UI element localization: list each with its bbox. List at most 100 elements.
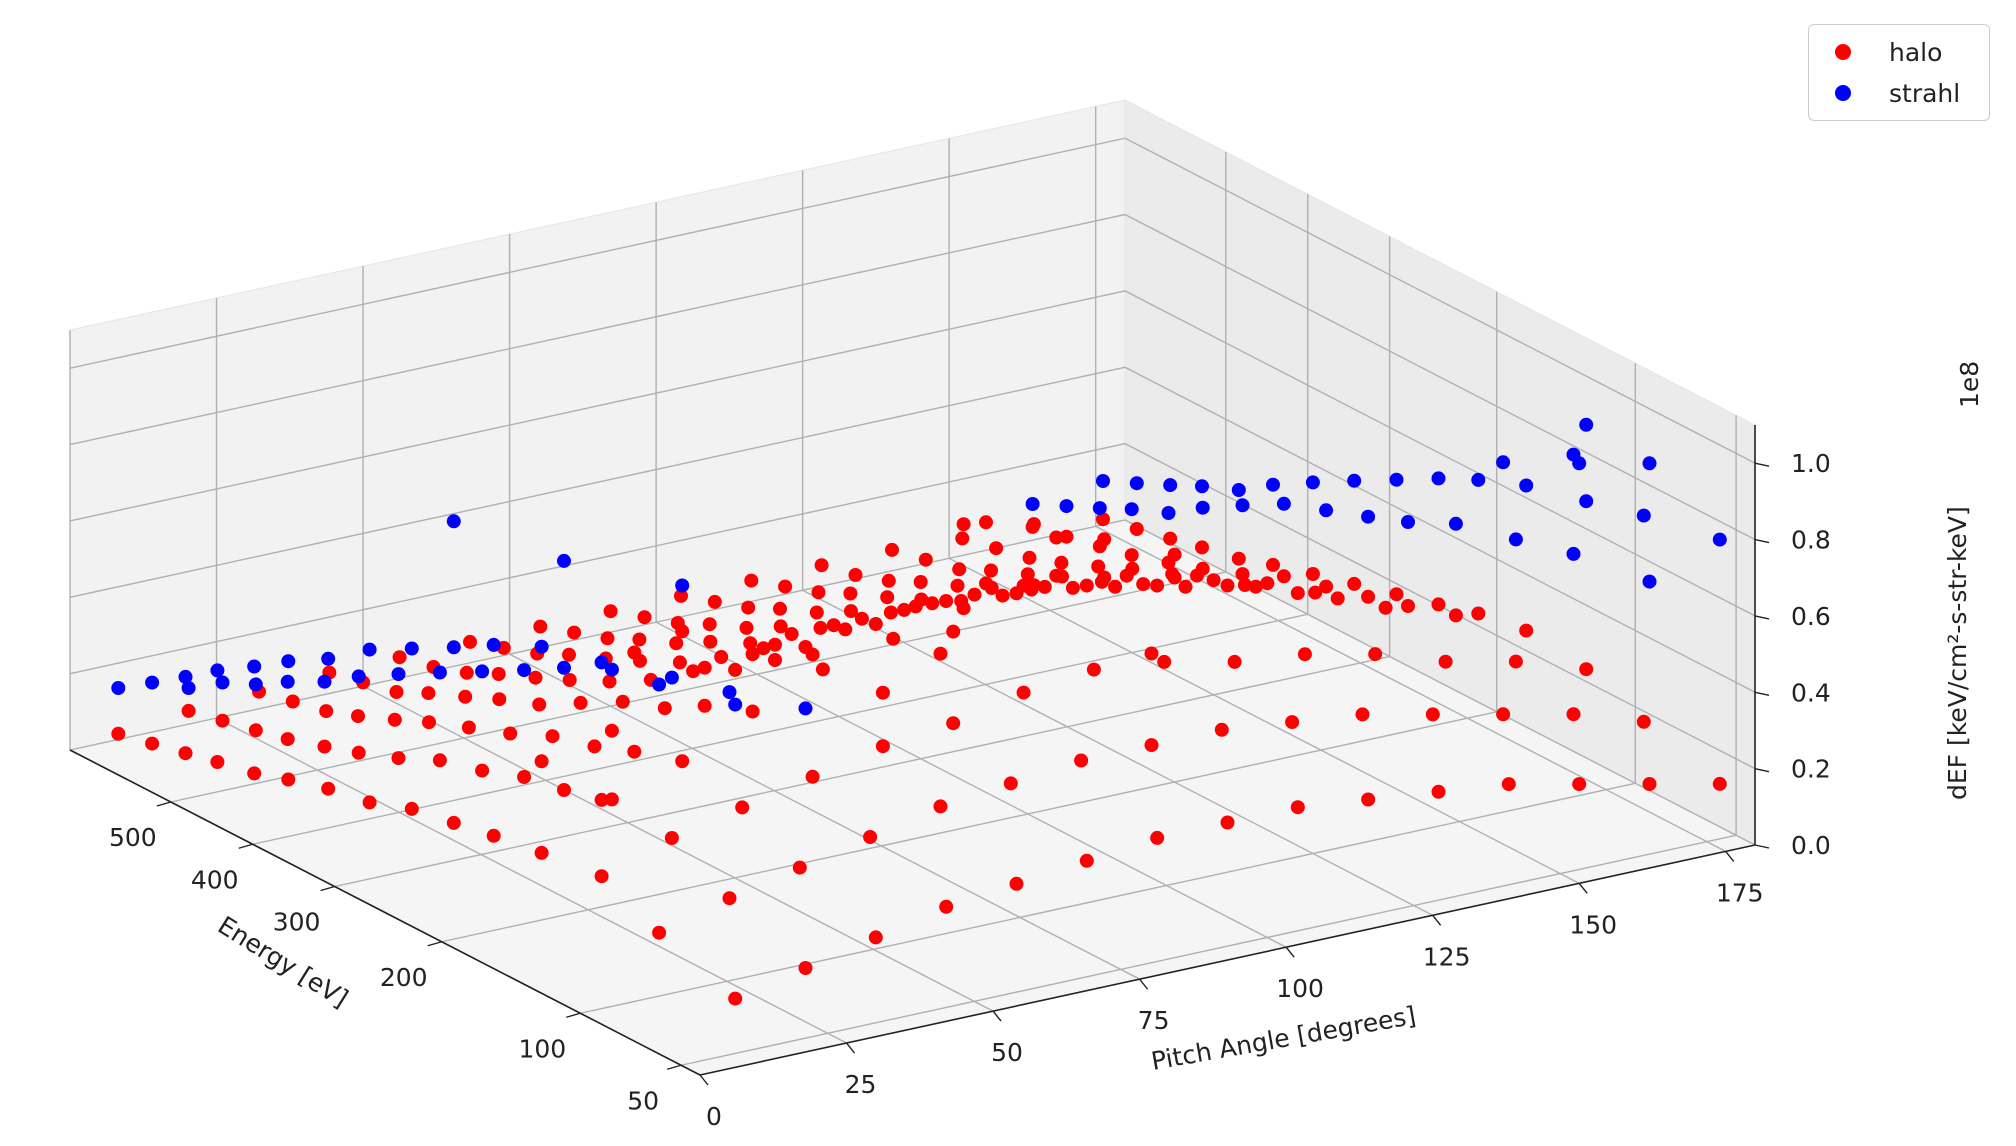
point-halo-210: [1712, 776, 1727, 791]
point-halo-52: [573, 695, 588, 710]
point-strahl-20: [517, 663, 532, 678]
point-strahl-19: [557, 660, 571, 675]
point-halo-51: [615, 694, 630, 709]
point-halo-199: [1401, 599, 1415, 613]
point-halo-19: [557, 783, 571, 797]
data-points: [111, 417, 1727, 1006]
point-halo-112: [854, 611, 869, 626]
point-strahl-21: [475, 664, 490, 679]
point-halo-111: [897, 602, 912, 617]
point-halo-180: [1572, 777, 1587, 792]
point-halo-2: [594, 869, 609, 884]
z-gridline-3: [69, 290, 1756, 617]
point-halo-153: [1237, 578, 1252, 592]
z-tick-label-5: 1.0: [1791, 449, 1831, 478]
point-strahl-61: [557, 553, 571, 568]
point-strahl-27: [248, 677, 263, 692]
point-halo-241: [768, 637, 782, 652]
z-gridline-0: [69, 519, 1756, 846]
point-halo-113: [813, 620, 828, 635]
point-strahl-6: [404, 641, 419, 656]
legend-entry-strahl: strahl: [1835, 73, 1960, 113]
point-halo-6: [404, 801, 419, 816]
point-halo-11: [210, 755, 225, 769]
point-halo-21: [475, 763, 490, 778]
point-halo-62: [875, 739, 890, 754]
point-halo-46: [863, 830, 878, 844]
x-tick-mark-6: [1578, 882, 1588, 894]
point-strahl-11: [210, 663, 225, 678]
point-halo-7: [362, 795, 377, 810]
point-halo-216: [1389, 587, 1404, 602]
point-halo-201: [1319, 579, 1334, 594]
point-strahl-10: [247, 659, 262, 674]
point-halo-12: [178, 746, 193, 761]
point-halo-26: [280, 732, 295, 747]
x-tick-mark-2: [992, 1010, 1002, 1022]
point-strahl-57: [1163, 478, 1178, 493]
point-strahl-33: [1448, 516, 1463, 531]
x-tick-mark-0: [699, 1074, 709, 1086]
point-strahl-49: [1471, 472, 1486, 487]
legend-marker-halo: [1835, 44, 1851, 60]
point-halo-244: [534, 754, 549, 769]
point-halo-105: [1220, 815, 1235, 830]
point-strahl-15: [798, 701, 813, 716]
legend-label-strahl: strahl: [1889, 78, 1961, 108]
point-halo-161: [913, 575, 928, 589]
point-halo-225: [675, 624, 690, 639]
point-halo-183: [1378, 600, 1393, 615]
point-halo-94: [908, 599, 923, 614]
y-tick-mark-4: [238, 843, 253, 849]
point-strahl-18: [604, 662, 619, 677]
point-halo-235: [979, 515, 993, 530]
x-axis-label: Pitch Angle [degrees]: [1149, 1001, 1418, 1076]
point-halo-231: [875, 685, 890, 700]
point-halo-197: [1508, 654, 1523, 669]
z-gridline-1: [69, 442, 1756, 770]
point-strahl-42: [1092, 501, 1107, 516]
point-halo-190: [1091, 559, 1106, 574]
point-halo-149: [744, 573, 759, 588]
point-halo-182: [1438, 654, 1453, 669]
point-halo-123: [1097, 570, 1112, 585]
y-tick-mark-0: [666, 1064, 682, 1070]
point-halo-81: [756, 641, 771, 656]
point-strahl-24: [351, 669, 366, 684]
y-tick-mark-3: [320, 885, 335, 892]
point-halo-64: [768, 653, 782, 667]
point-halo-24: [351, 745, 366, 760]
x-tick-mark-5: [1432, 914, 1442, 926]
y-tick-mark-5: [156, 801, 171, 807]
point-halo-124: [1049, 568, 1064, 583]
point-halo-1: [652, 925, 667, 940]
gridlines: [69, 106, 1756, 1076]
z-tick-label-3: 0.6: [1791, 602, 1831, 631]
point-strahl-52: [1347, 473, 1362, 488]
point-halo-28: [215, 713, 230, 728]
point-halo-186: [1248, 579, 1263, 594]
point-halo-27: [248, 723, 263, 738]
point-halo-37: [503, 726, 518, 741]
y-tick-label-5: 500: [109, 823, 157, 852]
point-halo-114: [773, 619, 788, 634]
x-tick-label-3: 75: [1138, 1006, 1170, 1035]
point-halo-95: [868, 617, 883, 631]
point-halo-137: [1227, 654, 1242, 669]
point-strahl-36: [1319, 503, 1334, 518]
point-halo-211: [1636, 714, 1651, 729]
point-halo-127: [925, 596, 940, 611]
point-halo-14: [111, 726, 126, 741]
point-strahl-22: [432, 665, 447, 680]
point-strahl-50: [1431, 471, 1446, 486]
point-halo-147: [811, 585, 826, 600]
point-halo-168: [1308, 585, 1323, 600]
z-tick-label-1: 0.2: [1791, 755, 1831, 784]
point-halo-162: [881, 573, 896, 588]
point-halo-32: [735, 800, 750, 815]
point-halo-179: [885, 542, 899, 557]
point-halo-184: [1330, 591, 1345, 606]
z-tick-mark-5: [1754, 462, 1770, 467]
point-strahl-40: [1161, 506, 1176, 520]
point-halo-102: [600, 631, 615, 646]
